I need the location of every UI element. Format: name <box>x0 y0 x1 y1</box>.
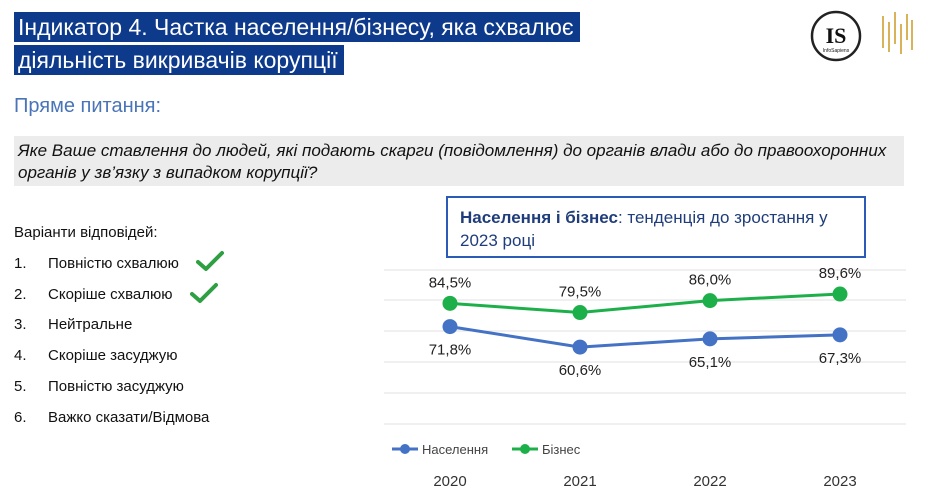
x-tick-label: 2023 <box>823 473 856 490</box>
option-item: 1. Повністю схвалюю <box>14 255 179 272</box>
data-label: 79,5% <box>559 284 602 301</box>
option-item: 2. Скоріше схвалюю <box>14 286 173 303</box>
data-label: 67,3% <box>819 350 862 367</box>
infosapiens-logo: IS InfoSapiens <box>810 10 862 62</box>
data-label: 86,0% <box>689 272 732 289</box>
x-tick-label: 2021 <box>563 473 596 490</box>
legend-marker <box>520 444 530 454</box>
data-point <box>442 295 458 311</box>
option-label: Повністю схвалюю <box>48 255 179 272</box>
data-point <box>832 327 848 343</box>
data-point <box>702 293 718 309</box>
option-label: Скоріше засуджую <box>48 347 178 364</box>
data-point <box>572 339 588 355</box>
data-label: 60,6% <box>559 362 602 379</box>
x-tick-label: 2022 <box>693 473 726 490</box>
line-chart: 71,8% 60,6% 65,1% 67,3% 84,5% 79,5% 86,0% 89,6%… <box>384 266 906 490</box>
option-number: 1. <box>14 255 27 272</box>
legend-label: Бізнес <box>542 442 581 457</box>
data-point <box>442 319 458 335</box>
option-item: 6. Важко сказати/Відмова <box>14 409 209 426</box>
question-text: Яке Ваше ставлення до людей, які подають… <box>14 136 904 186</box>
option-item: 5. Повністю засуджую <box>14 378 184 395</box>
option-item: 4. Скоріше засуджую <box>14 347 178 364</box>
data-label: 89,6% <box>819 266 862 282</box>
data-label: 71,8% <box>429 342 472 359</box>
checkmark-icon <box>196 251 224 271</box>
callout-text: : тенденція до зростання у 2023 році <box>460 208 828 250</box>
option-label: Важко сказати/Відмова <box>48 409 210 426</box>
option-number: 2. <box>14 286 27 303</box>
page-title-line2: діяльність викривачів корупції <box>14 45 344 75</box>
data-label: 65,1% <box>689 354 732 371</box>
logo-subtext: InfoSapiens <box>823 48 850 54</box>
series-line <box>449 325 841 349</box>
page-title-line1: Індикатор 4. Частка населення/бізнесу, я… <box>14 12 580 42</box>
callout-bold: Населення і бізнес <box>460 208 618 227</box>
option-label: Нейтральне <box>48 316 133 333</box>
title-bar: Індикатор 4. Частка населення/бізнесу, я… <box>14 12 666 75</box>
option-item: 3. Нейтральне <box>14 316 132 333</box>
data-point <box>702 331 718 347</box>
data-point <box>572 305 588 321</box>
trend-callout: Населення і бізнес: тенденція до зростан… <box>446 196 866 258</box>
option-number: 5. <box>14 378 27 395</box>
data-label: 84,5% <box>429 274 472 291</box>
option-label: Повністю засуджую <box>48 378 184 395</box>
series-line <box>449 292 841 315</box>
data-point <box>832 286 848 302</box>
legend-marker <box>400 444 410 454</box>
option-number: 3. <box>14 316 27 333</box>
logo-text: IS <box>826 23 847 48</box>
x-tick-label: 2020 <box>433 473 466 490</box>
legend-label: Населення <box>422 442 488 457</box>
options-title: Варіанти відповідей: <box>14 224 158 241</box>
option-number: 4. <box>14 347 27 364</box>
subtitle: Пряме питання: <box>14 95 162 117</box>
option-label: Скоріше схвалюю <box>48 286 173 303</box>
brand-bars-logo <box>882 12 913 54</box>
checkmark-icon <box>190 283 218 303</box>
option-number: 6. <box>14 409 27 426</box>
